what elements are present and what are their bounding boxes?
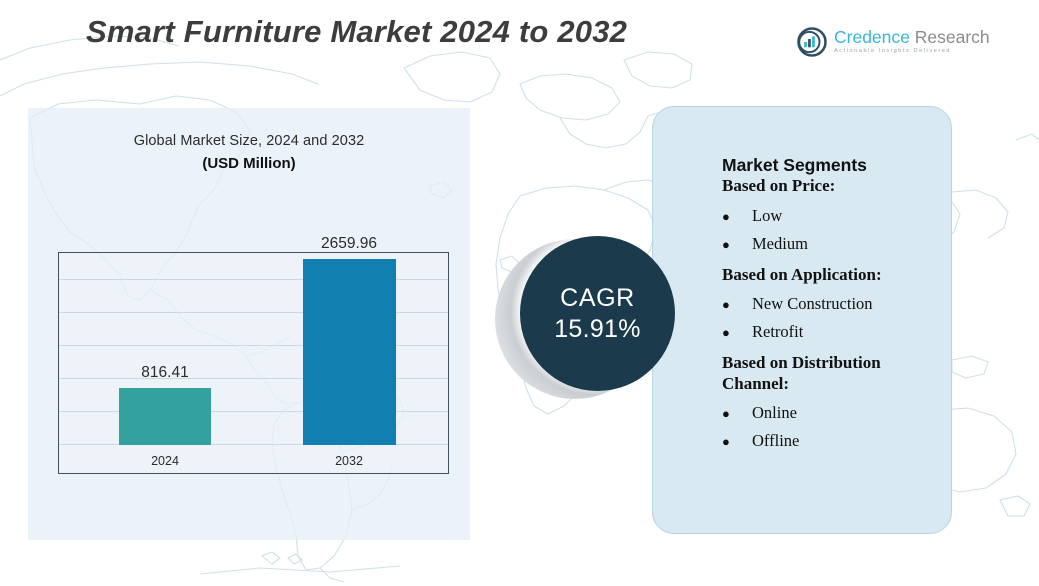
segment-list-item: ● Retrofit <box>722 323 937 341</box>
page-title: Smart Furniture Market 2024 to 2032 <box>86 14 628 49</box>
chart-bar <box>119 388 211 445</box>
brand-logo: Credence Research Actionable Insights De… <box>797 27 990 57</box>
segment-item-label: Retrofit <box>752 322 804 342</box>
segment-item-label: New Construction <box>752 294 873 314</box>
segment-list: ● New Construction ● Retrofit <box>722 295 937 341</box>
segment-group-spacer <box>722 253 937 264</box>
chart-heading-line1: Global Market Size, 2024 and 2032 <box>133 133 365 149</box>
segments-title: Market Segments <box>722 155 867 175</box>
market-segments: Market Segments Based on Price: ● Low ● Medi… <box>722 155 937 451</box>
bar-chart-circle-icon <box>797 27 827 57</box>
chart-bar-value-label: 2659.96 <box>320 235 378 252</box>
chart-category-label: 2024 <box>151 454 179 468</box>
logo-brand-primary: Credence <box>834 27 910 48</box>
bullet-icon: ● <box>722 208 730 224</box>
segment-group-heading: Based on Distribution Channel: <box>722 353 881 393</box>
bullet-icon: ● <box>722 406 730 422</box>
chart-gridline <box>59 279 448 280</box>
cagr-value: 15.91% <box>554 314 641 343</box>
bullet-icon: ● <box>722 297 730 313</box>
segment-item-label: Medium <box>752 233 808 253</box>
segment-list-item: ● New Construction <box>722 295 937 313</box>
chart-category-label: 2032 <box>335 454 363 468</box>
segment-group-heading: Based on Price: <box>722 176 836 196</box>
segment-list-item: ● Low <box>722 205 937 225</box>
segment-list-item: ● Medium <box>722 233 937 253</box>
segment-item-label: Online <box>752 403 797 423</box>
segment-list: ● Low ● Medium <box>722 205 937 253</box>
chart-bar <box>302 259 396 445</box>
segment-list: ● Online ● Offline <box>722 404 937 450</box>
cagr-label: CAGR <box>560 283 635 312</box>
segment-item-label: Low <box>752 205 783 225</box>
chart-gridline <box>59 444 448 445</box>
bullet-icon: ● <box>722 325 730 341</box>
bar-chart: 816.41 2024 2659.96 2032 <box>58 235 449 474</box>
chart-gridline <box>59 411 448 412</box>
segment-list-item: ● Online <box>722 404 937 422</box>
chart-bar-value-label: 816.41 <box>141 364 189 381</box>
segment-group-heading: Based on Application: <box>722 264 882 284</box>
segment-list-item: ● Offline <box>722 432 937 450</box>
bullet-icon: ● <box>722 236 730 252</box>
chart-gridline <box>59 378 448 379</box>
cagr-circle: CAGR 15.91% <box>520 236 675 391</box>
bullet-icon: ● <box>722 434 730 450</box>
chart-heading: Global Market Size, 2024 and 2032 (USD M… <box>28 133 470 172</box>
segment-group-spacer <box>722 341 937 352</box>
cagr-badge: CAGR 15.91% <box>495 236 675 416</box>
logo-tagline: Actionable Insights Delivered <box>834 47 952 54</box>
logo-brand-secondary: Research <box>909 27 990 48</box>
segment-item-label: Offline <box>752 431 800 451</box>
chart-heading-line2: (USD Million) <box>202 155 296 172</box>
